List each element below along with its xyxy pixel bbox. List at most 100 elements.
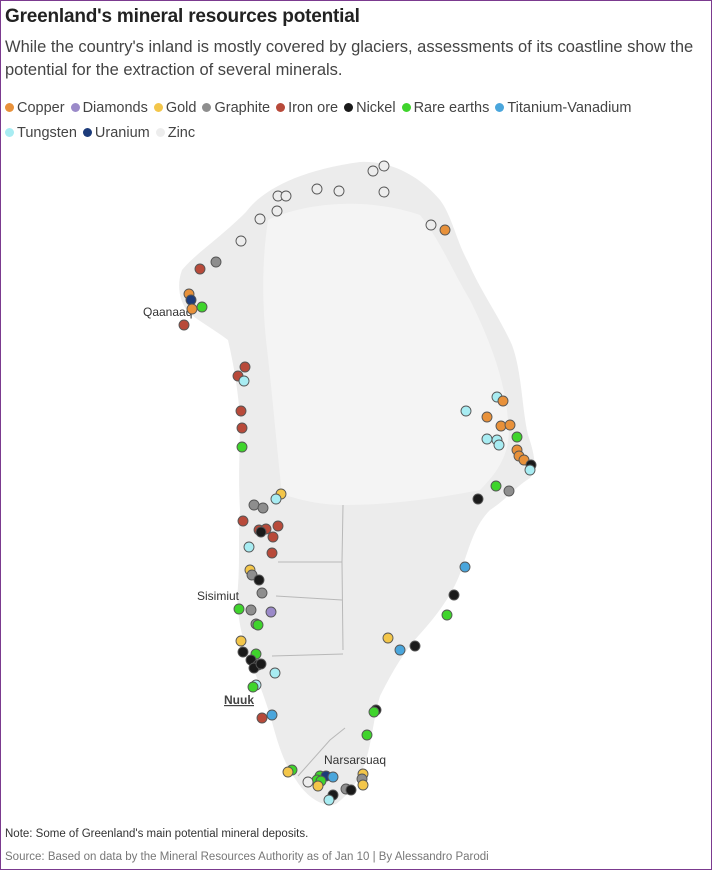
- legend-item-diamonds: Diamonds: [70, 96, 148, 121]
- legend-item-zinc: Zinc: [155, 121, 196, 146]
- greenland-map: Qaanaaq Sisimiut Nuuk Narsarsuaq: [143, 160, 537, 806]
- legend-item-graphite: Graphite: [202, 96, 270, 121]
- deposit-marker-nickel: [409, 640, 421, 652]
- chart-source: Source: Based on data by the Mineral Res…: [5, 851, 489, 863]
- deposit-marker-nickel: [255, 526, 267, 538]
- legend-item-uranium: Uranium: [82, 121, 150, 146]
- deposit-marker-rareearths: [368, 706, 380, 718]
- deposit-marker-gold: [382, 632, 394, 644]
- deposit-marker-graphite: [503, 485, 515, 497]
- legend-swatch-copper: [5, 103, 14, 112]
- deposit-marker-rareearths: [233, 603, 245, 615]
- deposit-marker-ironore: [194, 263, 206, 275]
- deposit-marker-ironore: [178, 319, 190, 331]
- legend-label-tungsten: Tungsten: [17, 125, 77, 141]
- deposit-marker-ironore: [235, 405, 247, 417]
- deposit-marker-rareearths: [441, 609, 453, 621]
- legend-item-ironore: Iron ore: [276, 96, 338, 121]
- deposit-marker-rareearths: [511, 431, 523, 443]
- deposit-marker-rareearths: [361, 729, 373, 741]
- deposit-marker-copper: [497, 395, 509, 407]
- legend-label-titanium: Titanium-Vanadium: [507, 100, 632, 116]
- deposit-marker-ironore: [239, 361, 251, 373]
- deposit-marker-gold: [235, 635, 247, 647]
- deposit-marker-titanium: [459, 561, 471, 573]
- deposit-marker-tungsten: [238, 375, 250, 387]
- deposit-marker-titanium: [266, 709, 278, 721]
- chart-subtitle: While the country's inland is mostly cov…: [5, 38, 694, 79]
- deposit-marker-zinc: [378, 186, 390, 198]
- deposit-marker-rareearths: [196, 301, 208, 313]
- deposit-marker-zinc: [271, 205, 283, 217]
- deposit-marker-nickel: [255, 658, 267, 670]
- deposit-marker-copper: [439, 224, 451, 236]
- deposit-marker-tungsten: [460, 405, 472, 417]
- deposit-markers: [178, 160, 537, 806]
- deposit-marker-zinc: [311, 183, 323, 195]
- legend-label-zinc: Zinc: [167, 125, 196, 141]
- deposit-marker-tungsten: [269, 667, 281, 679]
- deposit-marker-rareearths: [247, 681, 259, 693]
- place-label-nuuk: Nuuk: [224, 693, 254, 707]
- legend-item-nickel: Nickel: [344, 96, 396, 121]
- legend-item-titanium: Titanium-Vanadium: [495, 96, 631, 121]
- deposit-marker-graphite: [248, 499, 260, 511]
- deposit-marker-ironore: [256, 712, 268, 724]
- deposit-marker-copper: [186, 303, 198, 315]
- legend-swatch-zinc: [155, 128, 165, 137]
- deposit-marker-nickel: [448, 589, 460, 601]
- deposit-marker-tungsten: [524, 464, 536, 476]
- deposit-marker-ironore: [236, 422, 248, 434]
- deposit-marker-ironore: [266, 547, 278, 559]
- legend-label-copper: Copper: [17, 100, 65, 116]
- deposit-marker-copper: [495, 420, 507, 432]
- deposit-marker-tungsten: [270, 493, 282, 505]
- deposit-marker-tungsten: [493, 439, 505, 451]
- deposit-marker-ironore: [237, 515, 249, 527]
- deposit-marker-ironore: [267, 531, 279, 543]
- deposit-marker-nickel: [237, 646, 249, 658]
- legend-label-nickel: Nickel: [356, 100, 396, 116]
- legend-item-tungsten: Tungsten: [5, 121, 77, 146]
- legend-swatch-rareearths: [401, 103, 411, 112]
- deposit-marker-rareearths: [490, 480, 502, 492]
- deposit-marker-gold: [282, 766, 294, 778]
- legend-item-rareearths: Rare earths: [401, 96, 489, 121]
- ice-sheet: [263, 203, 509, 506]
- deposit-marker-ironore: [272, 520, 284, 532]
- deposit-marker-titanium: [394, 644, 406, 656]
- chart-note: Note: Some of Greenland's main potential…: [5, 828, 309, 840]
- deposit-marker-zinc: [254, 213, 266, 225]
- deposit-marker-gold: [357, 779, 369, 791]
- legend-swatch-tungsten: [5, 128, 14, 137]
- deposit-marker-zinc: [378, 160, 390, 172]
- legend-swatch-diamonds: [70, 103, 80, 112]
- deposit-marker-titanium: [327, 771, 339, 783]
- deposit-marker-diamonds: [265, 606, 277, 618]
- deposit-marker-tungsten: [243, 541, 255, 553]
- deposit-marker-graphite: [245, 604, 257, 616]
- deposit-marker-uranium: [185, 294, 197, 306]
- legend-label-diamonds: Diamonds: [82, 100, 148, 116]
- deposit-marker-nickel: [472, 493, 484, 505]
- deposit-marker-zinc: [235, 235, 247, 247]
- deposit-marker-copper: [481, 411, 493, 423]
- deposit-marker-nickel: [253, 574, 265, 586]
- legend-label-gold: Gold: [165, 100, 197, 116]
- deposit-marker-zinc: [333, 185, 345, 197]
- legend-swatch-uranium: [82, 128, 92, 137]
- deposit-marker-rareearths: [236, 441, 248, 453]
- legend-item-gold: Gold: [153, 96, 197, 121]
- legend-label-graphite: Graphite: [214, 100, 271, 116]
- deposit-marker-tungsten: [323, 794, 335, 806]
- deposit-marker-zinc: [367, 165, 379, 177]
- boundary-lines: [271, 504, 346, 777]
- deposit-marker-zinc: [302, 776, 314, 788]
- deposit-marker-tungsten: [481, 433, 493, 445]
- legend-label-uranium: Uranium: [94, 125, 150, 141]
- legend-swatch-gold: [153, 103, 163, 112]
- deposit-marker-copper: [504, 419, 516, 431]
- legend-swatch-ironore: [276, 103, 286, 112]
- deposit-marker-graphite: [210, 256, 222, 268]
- place-label-sisimiut: Sisimiut: [197, 589, 240, 603]
